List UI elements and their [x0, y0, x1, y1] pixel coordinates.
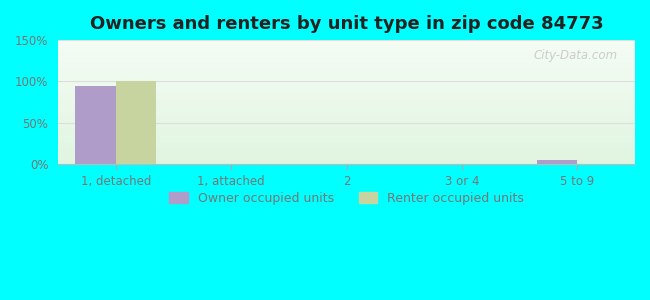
Title: Owners and renters by unit type in zip code 84773: Owners and renters by unit type in zip c…: [90, 15, 603, 33]
Legend: Owner occupied units, Renter occupied units: Owner occupied units, Renter occupied un…: [164, 187, 529, 210]
Bar: [537, 160, 577, 164]
Bar: [116, 82, 156, 164]
Text: City-Data.com: City-Data.com: [534, 49, 618, 62]
Bar: [75, 85, 116, 164]
